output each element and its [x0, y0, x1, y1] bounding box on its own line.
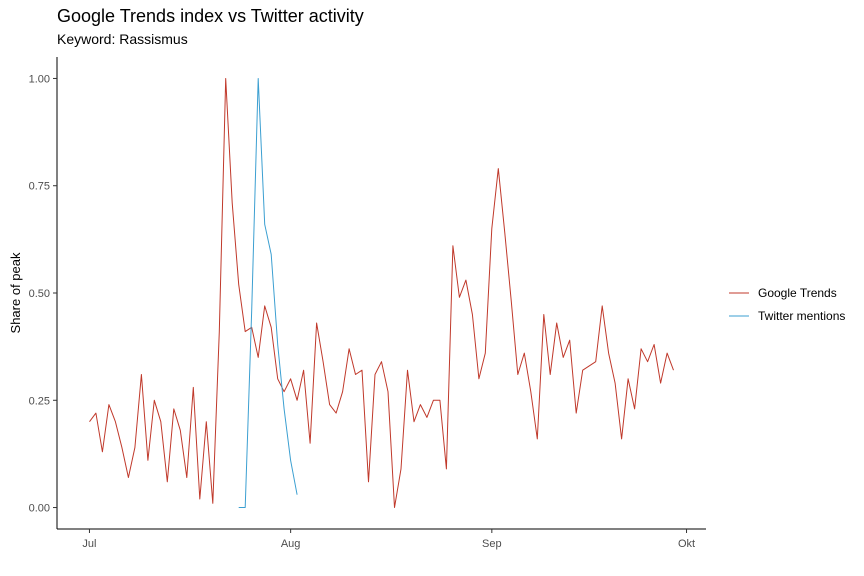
x-tick-label: Sep: [482, 538, 502, 550]
x-tick-label: Jul: [82, 538, 96, 550]
series-line-twitter-mentions: [238, 78, 298, 508]
y-tick-label: 0.00: [29, 503, 50, 515]
y-tick-label: 0.75: [29, 181, 50, 193]
chart-subtitle: Keyword: Rassismus: [57, 31, 188, 47]
y-tick-label: 0.25: [29, 395, 50, 407]
axes: 0.00 0.25 0.50 0.75 1.00 Jul Aug Sep Okt Share of…: [8, 57, 706, 550]
y-axis-title: Share of peak: [8, 252, 23, 333]
legend: Google Trends Twitter mentions: [729, 286, 845, 323]
y-tick-label: 1.00: [29, 73, 50, 85]
legend-label-google-trends: Google Trends: [758, 286, 837, 300]
legend-label-twitter-mentions: Twitter mentions: [758, 309, 845, 323]
plot-area: [89, 78, 674, 508]
series-line-google-trends: [89, 78, 674, 508]
x-tick-label: Aug: [281, 538, 301, 550]
chart-title: Google Trends index vs Twitter activity: [57, 6, 364, 26]
y-tick-label: 0.50: [29, 288, 50, 300]
x-tick-label: Okt: [678, 538, 695, 550]
